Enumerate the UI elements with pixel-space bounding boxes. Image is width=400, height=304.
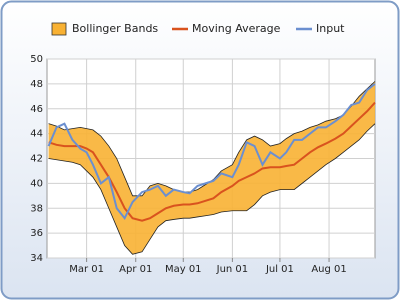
- band-edge: [48, 123, 376, 255]
- legend-label: Moving Average: [192, 22, 281, 35]
- y-tick-label: 50: [30, 54, 43, 65]
- series-line: [48, 101, 376, 222]
- x-tick-label: Jun 01: [216, 264, 249, 275]
- band-area: [48, 81, 376, 255]
- y-tick-label: 42: [30, 154, 43, 165]
- x-tick-label: Jul 01: [265, 264, 294, 275]
- legend-label: Bollinger Bands: [72, 22, 158, 35]
- legend-label: Input: [316, 22, 345, 35]
- x-tick-label: Apr 01: [119, 264, 152, 275]
- legend: Bollinger Bands Moving Average Input: [51, 22, 345, 36]
- legend-swatch: [51, 22, 67, 36]
- x-tick-label: Aug 01: [311, 264, 346, 275]
- y-tick-label: 46: [30, 104, 43, 115]
- x-tick-label: May 01: [165, 264, 202, 275]
- x-tick-label: Mar 01: [69, 264, 104, 275]
- series-line: [47, 83, 376, 221]
- y-tick-label: 44: [30, 129, 43, 140]
- y-tick-label: 38: [30, 203, 43, 214]
- y-tick-label: 34: [30, 253, 43, 264]
- y-tick-label: 48: [30, 79, 43, 90]
- y-tick-label: 40: [30, 178, 43, 189]
- y-tick-label: 36: [30, 228, 43, 239]
